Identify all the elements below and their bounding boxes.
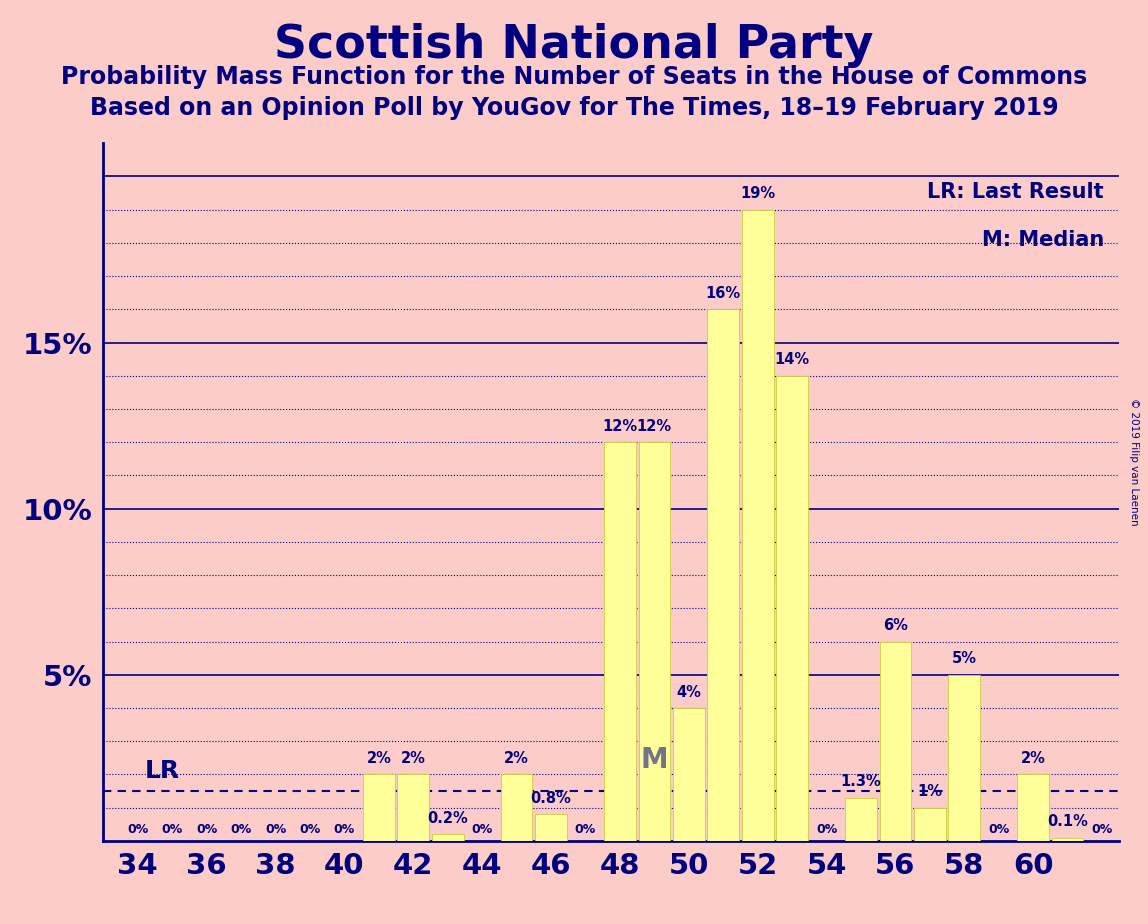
Text: 19%: 19%: [740, 187, 775, 201]
Bar: [948, 675, 980, 841]
Text: LR: LR: [145, 759, 180, 783]
Text: 0.2%: 0.2%: [427, 811, 468, 826]
Text: 1%: 1%: [917, 784, 943, 799]
Bar: [707, 310, 739, 841]
Bar: [673, 708, 705, 841]
Bar: [535, 814, 567, 841]
Text: 0%: 0%: [988, 823, 1009, 836]
Bar: [776, 376, 808, 841]
Text: 0.1%: 0.1%: [1047, 814, 1088, 829]
Text: M: M: [641, 747, 668, 774]
Bar: [432, 834, 464, 841]
Text: 0%: 0%: [300, 823, 320, 836]
Text: 12%: 12%: [603, 419, 637, 434]
Text: 0%: 0%: [162, 823, 183, 836]
Bar: [363, 774, 395, 841]
Text: 0.8%: 0.8%: [530, 791, 572, 806]
Text: 0%: 0%: [231, 823, 251, 836]
Bar: [501, 774, 533, 841]
Bar: [604, 443, 636, 841]
Text: 0%: 0%: [575, 823, 596, 836]
Text: Probability Mass Function for the Number of Seats in the House of Commons: Probability Mass Function for the Number…: [61, 65, 1087, 89]
Text: 12%: 12%: [637, 419, 672, 434]
Text: 4%: 4%: [676, 685, 701, 699]
Text: 2%: 2%: [1021, 751, 1046, 766]
Bar: [1052, 837, 1084, 841]
Bar: [1017, 774, 1049, 841]
Text: 16%: 16%: [706, 286, 740, 301]
Text: 0%: 0%: [334, 823, 355, 836]
Text: 6%: 6%: [883, 618, 908, 633]
Text: 14%: 14%: [775, 352, 809, 368]
Text: Scottish National Party: Scottish National Party: [274, 23, 874, 68]
Text: 5%: 5%: [952, 651, 977, 666]
Text: LR: Last Result: LR: Last Result: [928, 182, 1104, 201]
Text: 0%: 0%: [265, 823, 286, 836]
Bar: [397, 774, 429, 841]
Text: 0%: 0%: [816, 823, 837, 836]
Bar: [845, 797, 877, 841]
Text: 2%: 2%: [366, 751, 391, 766]
Bar: [879, 641, 912, 841]
Text: © 2019 Filip van Laenen: © 2019 Filip van Laenen: [1130, 398, 1139, 526]
Bar: [638, 443, 670, 841]
Text: 0%: 0%: [127, 823, 148, 836]
Text: 2%: 2%: [401, 751, 426, 766]
Text: M: Median: M: Median: [982, 230, 1104, 250]
Text: 2%: 2%: [504, 751, 529, 766]
Bar: [742, 210, 774, 841]
Bar: [914, 808, 946, 841]
Text: Based on an Opinion Poll by YouGov for The Times, 18–19 February 2019: Based on an Opinion Poll by YouGov for T…: [90, 96, 1058, 120]
Text: 0%: 0%: [472, 823, 492, 836]
Text: 1.3%: 1.3%: [840, 774, 882, 789]
Text: 0%: 0%: [1092, 823, 1112, 836]
Text: 0%: 0%: [196, 823, 217, 836]
